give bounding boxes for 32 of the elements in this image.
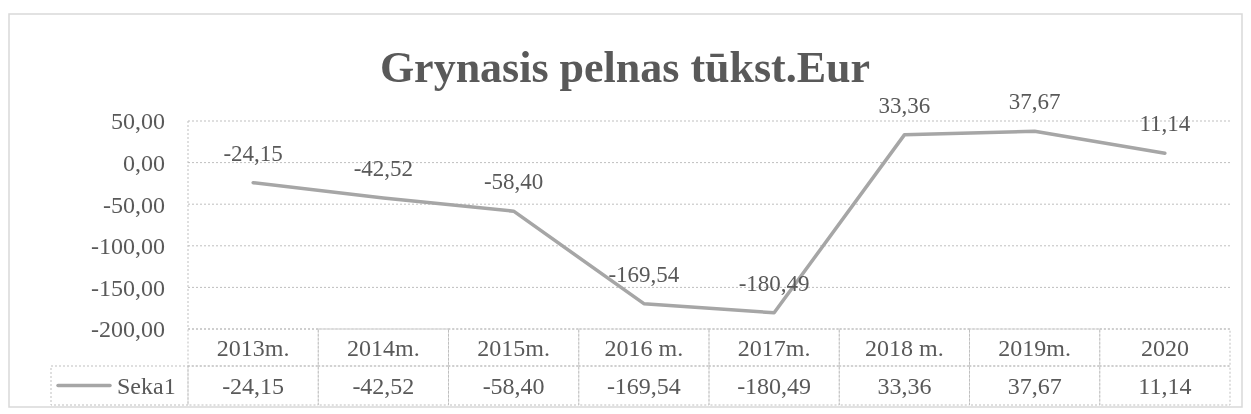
data-label: -169,54 [606,372,681,399]
y-tick-label: -50,00 [103,191,165,218]
chart-title: Grynasis pelnas tūkst.Eur [379,43,871,92]
text: 11,14 [1139,111,1191,137]
y-tick-label: 50,00 [111,108,165,135]
text: -169,54 [608,261,680,287]
data-label: -42,52 [352,372,415,399]
text: -42,52 [353,155,414,181]
data-label: -180,49 [737,372,812,399]
x-tick-label: 2019m. [998,334,1071,361]
x-tick-label: 2016 m. [604,334,684,361]
text: -58,40 [483,169,544,195]
data-label: -58,40 [482,372,545,399]
text: -180,49 [738,270,810,296]
y-tick-label: -150,00 [91,274,165,301]
x-tick-label: 2020 [1140,334,1189,361]
y-tick-label: 0,00 [123,150,165,176]
x-tick-label: 2018 m. [865,334,944,361]
x-tick-label: 2014m. [347,334,420,361]
x-tick-label: 2017m. [737,334,811,361]
data-label: -24,15 [222,372,285,399]
x-tick-label: 2015m. [477,334,550,361]
text: -24,15 [223,140,283,166]
x-tick-label: 2013m. [216,334,290,361]
data-label: 11,14 [1138,372,1192,399]
data-label: 33,36 [877,372,932,399]
y-tick-label: -200,00 [91,316,165,343]
text: 37,67 [1008,89,1061,115]
data-label: 37,67 [1007,372,1062,399]
text: 33,36 [878,92,931,118]
y-tick-label: -100,00 [91,233,165,260]
legend-label: Seka1 [117,372,176,399]
